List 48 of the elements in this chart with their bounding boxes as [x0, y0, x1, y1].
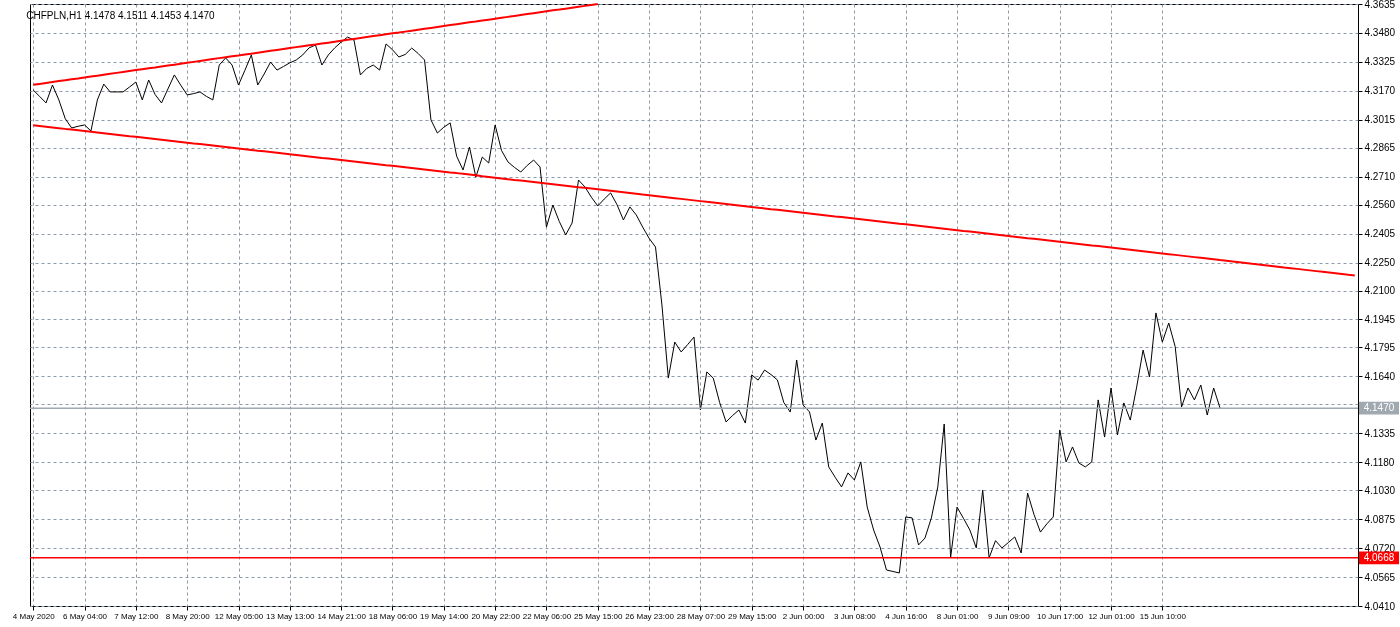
x-tick-label: 6 May 04:00: [63, 611, 108, 621]
x-tick-label: 12 Jun 01:00: [1088, 611, 1136, 621]
x-tick-label: 26 May 23:00: [625, 611, 675, 621]
x-tick-label: 2 Jun 00:00: [782, 611, 826, 621]
x-tick-label: 12 May 05:00: [214, 611, 264, 621]
y-tick-label: 4.3635: [1364, 0, 1396, 10]
x-tick-label: 8 Jun 01:00: [936, 611, 979, 621]
x-tick-label: 7 May 12:00: [114, 611, 159, 621]
x-tick-label: 19 May 14:00: [420, 611, 470, 621]
y-tick-label: 4.0565: [1364, 571, 1396, 583]
y-tick-label: 4.0410: [1364, 600, 1396, 612]
y-tick-label: 4.1945: [1364, 313, 1396, 325]
x-tick-label: 3 Jun 08:00: [833, 611, 877, 621]
y-tick-label: 4.1795: [1364, 341, 1396, 353]
ref-line-label: 4.1470: [1363, 402, 1395, 414]
x-tick-label: 20 May 22:00: [471, 611, 521, 621]
y-tick-label: 4.1180: [1364, 456, 1395, 468]
x-tick-label: 15 Jun 10:00: [1139, 611, 1187, 621]
x-tick-label: 22 May 06:00: [522, 611, 572, 621]
x-tick-label: 8 May 20:00: [165, 611, 211, 621]
x-tick-label: 25 May 15:00: [574, 611, 624, 621]
y-tick-label: 4.2405: [1364, 228, 1396, 240]
x-tick-label: 14 May 21:00: [317, 611, 367, 621]
line-series: [32, 36, 1221, 574]
y-tick-label: 4.3325: [1364, 56, 1396, 68]
x-tick-label: 10 Jun 17:00: [1037, 611, 1084, 621]
y-tick-label: 4.2710: [1364, 171, 1396, 183]
y-tick-label: 4.2250: [1364, 257, 1396, 269]
x-tick-label: 4 May 2020: [12, 611, 56, 621]
y-tick-label: 4.1640: [1364, 370, 1396, 382]
x-tick-label: 9 Jun 09:00: [987, 611, 1031, 621]
y-tick-label: 4.0720: [1364, 542, 1396, 554]
x-tick-label: 29 May 15:00: [728, 611, 778, 621]
ref-line-label: 4.0668: [1363, 551, 1395, 563]
x-tick-label: 18 May 06:00: [368, 611, 418, 621]
x-tick-label: 28 May 07:00: [676, 611, 726, 621]
y-tick-label: 4.2100: [1364, 285, 1396, 297]
y-tick-label: 4.3170: [1364, 85, 1396, 97]
y-tick-label: 4.1335: [1364, 427, 1396, 439]
y-tick-label: 4.2560: [1364, 199, 1396, 211]
y-tick-label: 4.3480: [1364, 27, 1396, 39]
y-tick-label: 4.2865: [1364, 142, 1396, 154]
y-tick-label: 4.3015: [1364, 114, 1396, 126]
line-series: [32, 124, 1356, 277]
x-tick-label: 13 May 13:00: [266, 611, 316, 621]
y-tick-label: 4.0875: [1364, 513, 1396, 525]
y-tick-label: 4.1030: [1364, 484, 1396, 496]
x-tick-label: 4 Jun 16:00: [885, 611, 928, 621]
